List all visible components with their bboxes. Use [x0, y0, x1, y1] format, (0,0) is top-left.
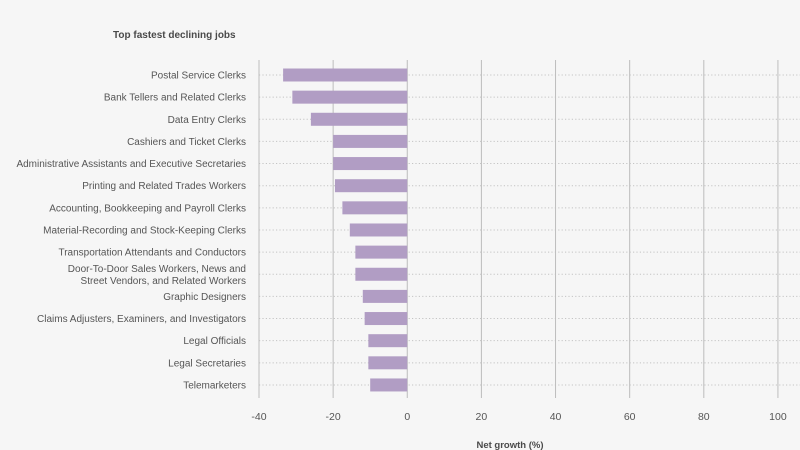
category-label: Telemarketers: [183, 380, 246, 391]
x-tick-label: 100: [769, 411, 787, 423]
category-label: Claims Adjusters, Examiners, and Investi…: [37, 314, 246, 325]
bar: [355, 267, 408, 281]
bar: [349, 223, 408, 237]
category-label: Material-Recording and Stock-Keeping Cle…: [43, 225, 246, 236]
bar: [334, 179, 408, 193]
gridlines: [258, 60, 800, 398]
category-label: Legal Secretaries: [168, 358, 246, 369]
bar: [292, 90, 408, 104]
category-label: Postal Service Clerks: [151, 71, 246, 82]
category-label: Graphic Designers: [163, 292, 246, 303]
x-tick-label: 80: [698, 411, 710, 423]
category-label: Administrative Assistants and Executive …: [16, 159, 246, 170]
x-tick-label: 40: [550, 411, 562, 423]
x-tick-label: -20: [326, 411, 341, 423]
bar: [362, 289, 408, 303]
bar: [333, 134, 408, 148]
category-label: Cashiers and Ticket Clerks: [127, 137, 246, 148]
bar: [310, 112, 408, 126]
bar: [342, 201, 408, 215]
category-label: Accounting, Bookkeeping and Payroll Cler…: [49, 203, 246, 214]
category-label: Door-To-Door Sales Workers, News and Stre…: [68, 264, 246, 287]
bar: [368, 356, 408, 370]
x-axis-ticks: -40 -20 0 20 40 60 80 100: [251, 411, 786, 423]
category-label: Bank Tellers and Related Clerks: [104, 93, 246, 104]
bar: [283, 68, 408, 82]
x-tick-label: -40: [251, 411, 266, 423]
bar: [364, 312, 408, 326]
bar: [368, 334, 408, 348]
category-labels: Postal Service Clerks Bank Tellers and Re…: [16, 71, 246, 392]
bars: [283, 68, 408, 392]
bar: [355, 245, 408, 259]
category-label: Transportation Attendants and Conductors: [58, 248, 246, 259]
x-tick-label: 0: [404, 411, 410, 423]
x-tick-label: 20: [476, 411, 488, 423]
category-label: Printing and Related Trades Workers: [82, 181, 246, 192]
x-tick-label: 60: [624, 411, 636, 423]
x-axis-title: Net growth (%): [476, 440, 543, 450]
category-label: Legal Officials: [183, 336, 246, 347]
category-label: Data Entry Clerks: [168, 115, 246, 126]
bar: [333, 157, 408, 171]
bar: [370, 378, 408, 392]
chart-title: Top fastest declining jobs: [113, 30, 236, 41]
